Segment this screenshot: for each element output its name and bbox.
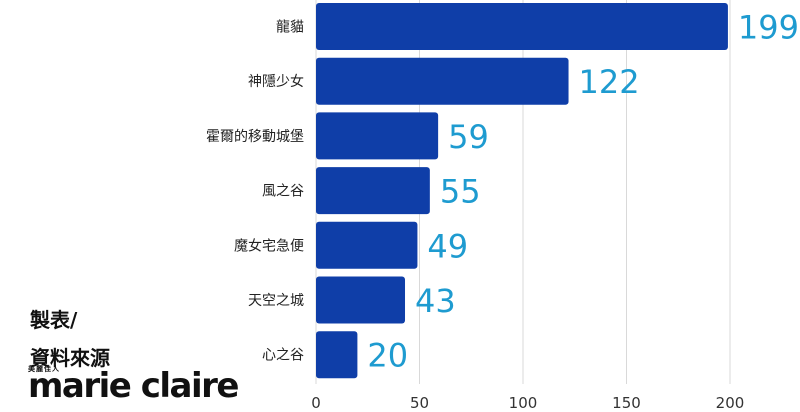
- category-label: 神隱少女: [248, 73, 304, 90]
- marie-claire-logo: 美麗佳人 marie claire: [28, 364, 239, 406]
- category-label: 霍爾的移動城堡: [206, 129, 304, 145]
- x-tick-label: 200: [716, 394, 745, 412]
- bar: [316, 57, 569, 105]
- value-label: 122: [579, 63, 640, 101]
- value-label: 43: [415, 282, 456, 320]
- source-label: 資料來源: [30, 346, 110, 370]
- category-label: 魔女宅急便: [234, 237, 304, 254]
- value-label: 199: [738, 9, 799, 47]
- bar: [316, 331, 358, 379]
- bar: [316, 112, 439, 160]
- category-label: 天空之城: [248, 293, 304, 309]
- bar: [316, 167, 430, 215]
- x-tick-label: 50: [410, 394, 429, 412]
- x-tick-label: 150: [612, 394, 641, 412]
- bar: [316, 276, 406, 324]
- value-label: 49: [427, 227, 468, 265]
- x-tick-label: 0: [311, 394, 321, 412]
- category-label: 風之谷: [262, 184, 304, 200]
- value-label: 20: [367, 337, 408, 375]
- bar: [316, 3, 728, 50]
- x-tick-label: 100: [509, 394, 538, 412]
- bar: [316, 221, 418, 269]
- credit-label: 製表/: [30, 308, 78, 332]
- logo-name: marie claire: [28, 366, 239, 406]
- x-axis-ticks: 0 50 100 150 200: [311, 394, 744, 412]
- logo-subtitle: 美麗佳人: [28, 365, 60, 373]
- category-label: 龍貓: [276, 19, 304, 36]
- bars: [316, 3, 728, 379]
- value-label: 55: [440, 173, 481, 211]
- value-label: 59: [448, 118, 489, 156]
- category-label: 心之谷: [262, 348, 304, 364]
